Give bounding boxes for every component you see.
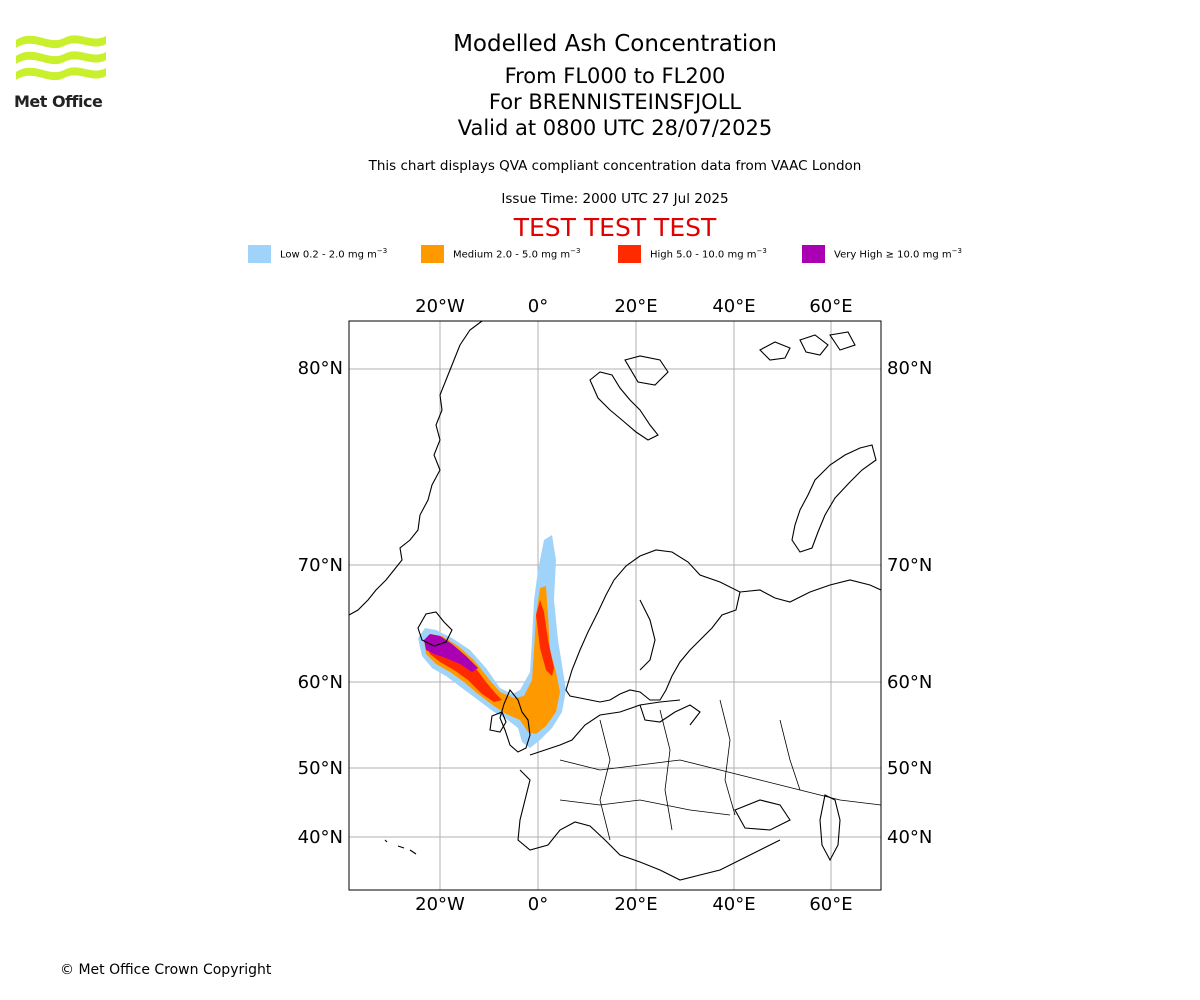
legend-label-low: Low 0.2 - 2.0 mg m <box>280 249 377 261</box>
lat-label: 40°N <box>298 827 343 848</box>
chart-title: Modelled Ash Concentration <box>453 31 777 57</box>
valid-time: Valid at 0800 UTC 28/07/2025 <box>457 116 773 140</box>
legend-item-low: Low 0.2 - 2.0 mg m−3 <box>248 244 387 264</box>
graticule <box>349 321 881 890</box>
met-office-waves-icon <box>16 35 106 81</box>
lat-label: 40°N <box>887 827 932 848</box>
lat-label: 60°N <box>887 672 932 693</box>
legend-label-medium: Medium 2.0 - 5.0 mg m <box>453 249 571 261</box>
ash-high-region-north <box>536 600 554 676</box>
lon-labels-top: 20°W 0° 20°E 40°E 60°E <box>415 296 852 317</box>
lon-label: 20°E <box>614 296 657 317</box>
legend-swatch-high <box>618 245 641 263</box>
copyright-notice: © Met Office Crown Copyright <box>60 962 272 978</box>
lon-label: 0° <box>528 894 548 915</box>
ash-medium-region <box>424 586 560 734</box>
ash-plume <box>418 535 566 748</box>
legend-label-high: High 5.0 - 10.0 mg m <box>650 249 757 261</box>
lat-label: 50°N <box>887 758 932 779</box>
chart-description: This chart displays QVA compliant concen… <box>368 158 862 174</box>
lat-label: 70°N <box>298 555 343 576</box>
ash-very-high-region <box>424 634 478 672</box>
lon-label: 40°E <box>712 894 755 915</box>
met-office-logo: Met Office <box>14 30 108 112</box>
lat-labels-right: 80°N 70°N 60°N 50°N 40°N <box>887 358 932 848</box>
lon-label: 40°E <box>712 296 755 317</box>
lat-label: 80°N <box>298 358 343 379</box>
legend-item-very-high: Very High ≥ 10.0 mg m−3 <box>802 244 962 264</box>
legend-item-medium: Medium 2.0 - 5.0 mg m−3 <box>421 244 580 264</box>
lon-label: 0° <box>528 296 548 317</box>
lat-label: 60°N <box>298 672 343 693</box>
issue-time: Issue Time: 2000 UTC 27 Jul 2025 <box>501 191 729 207</box>
legend-swatch-very-high <box>802 245 825 263</box>
volcano-name: For BRENNISTEINSFJOLL <box>488 90 742 114</box>
lon-label: 60°E <box>809 296 852 317</box>
logo-text: Met Office <box>14 92 103 111</box>
lon-label: 20°W <box>415 894 465 915</box>
legend-swatch-medium <box>421 245 444 263</box>
flight-level-range: From FL000 to FL200 <box>504 64 726 88</box>
lon-label: 20°W <box>415 296 465 317</box>
lon-label: 60°E <box>809 894 852 915</box>
legend-label-very-high: Very High ≥ 10.0 mg m <box>834 249 952 261</box>
coastlines <box>349 321 881 881</box>
lon-labels-bottom: 20°W 0° 20°E 40°E 60°E <box>415 894 852 915</box>
lat-label: 50°N <box>298 758 343 779</box>
lat-labels-left: 80°N 70°N 60°N 50°N 40°N <box>298 358 343 848</box>
lat-label: 70°N <box>887 555 932 576</box>
legend-swatch-low <box>248 245 271 263</box>
lat-label: 80°N <box>887 358 932 379</box>
map-frame <box>348 320 882 891</box>
legend-item-high: High 5.0 - 10.0 mg m−3 <box>618 244 767 264</box>
test-banner: TEST TEST TEST <box>513 213 717 242</box>
ash-map: 20°W 0° 20°E 40°E 60°E 20°W 0° 20°E 40°E… <box>298 296 933 915</box>
lon-label: 20°E <box>614 894 657 915</box>
